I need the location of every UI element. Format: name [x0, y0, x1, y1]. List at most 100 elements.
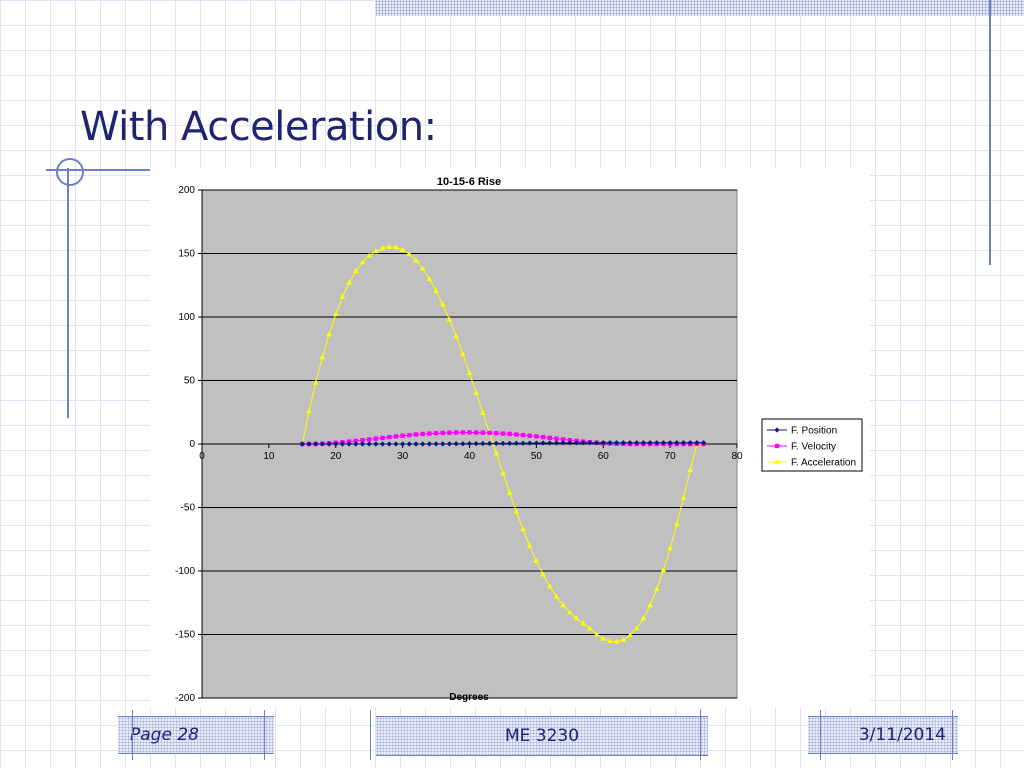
- acceleration-point: [600, 635, 607, 641]
- position-point: [520, 440, 526, 446]
- acceleration-point: [346, 279, 352, 285]
- position-point: [607, 440, 613, 446]
- position-point: [660, 440, 667, 446]
- acceleration-point: [647, 602, 653, 608]
- position-point: [667, 440, 673, 446]
- velocity-point: [460, 430, 466, 435]
- position-point: [687, 440, 693, 446]
- position-point: [306, 441, 312, 447]
- x-axis-label: Degrees: [449, 692, 489, 703]
- acceleration-point: [500, 470, 506, 476]
- velocity-point: [487, 430, 492, 436]
- acceleration-point: [373, 248, 379, 254]
- position-point: [440, 441, 446, 447]
- position-point: [466, 441, 473, 447]
- position-point: [339, 441, 346, 447]
- chart-title: 10-15-6 Rise: [437, 176, 501, 188]
- acceleration-point: [660, 567, 667, 573]
- footer-date: 3/11/2014: [808, 716, 958, 754]
- acceleration-point: [379, 245, 386, 251]
- acceleration-point: [593, 631, 600, 637]
- position-point: [473, 441, 479, 447]
- position-point: [400, 441, 406, 447]
- acceleration-point: [640, 615, 647, 621]
- acceleration-point: [406, 251, 413, 257]
- footer-course: ME 3230: [376, 716, 708, 756]
- acceleration-point: [366, 252, 372, 258]
- velocity-point: [427, 431, 432, 436]
- legend-swatch-marker: [774, 443, 780, 449]
- position-point: [620, 440, 626, 446]
- velocity-point: [453, 430, 459, 435]
- acceleration-point: [453, 333, 459, 339]
- x-tick-label: 80: [731, 451, 743, 462]
- position-point: [353, 441, 359, 447]
- velocity-point: [500, 431, 506, 436]
- velocity-point: [507, 431, 512, 437]
- acceleration-point: [433, 287, 439, 293]
- position-point: [680, 440, 687, 446]
- position-point: [480, 440, 486, 447]
- acceleration-point: [680, 494, 687, 500]
- acceleration-point: [332, 311, 339, 317]
- x-tick-label: 20: [330, 451, 342, 462]
- acceleration-point: [587, 625, 593, 631]
- x-tick-label: 30: [397, 451, 409, 462]
- velocity-point: [440, 430, 445, 436]
- velocity-point: [554, 436, 559, 441]
- position-point: [507, 440, 513, 446]
- position-point: [426, 441, 432, 447]
- velocity-point: [494, 431, 499, 436]
- acceleration-point: [386, 243, 393, 249]
- footer-divider: [132, 710, 133, 760]
- legend-swatch-marker: [774, 459, 780, 464]
- position-point: [700, 440, 707, 446]
- line-chart: 200 150 100 50 0 -50 -100 -150 -200 0 10 20 30 40 50 6…: [175, 176, 863, 704]
- position-point: [553, 440, 560, 446]
- footer-divider: [952, 710, 953, 760]
- slide-title: With Acceleration:: [80, 104, 437, 150]
- position-point: [313, 441, 319, 447]
- legend-item-position: F. Position: [767, 426, 837, 437]
- position-point: [319, 441, 325, 447]
- acceleration-point: [580, 620, 586, 626]
- position-point: [580, 440, 586, 446]
- velocity-point: [473, 430, 479, 435]
- acceleration-point: [687, 467, 693, 473]
- position-point: [346, 441, 352, 447]
- position-point: [299, 441, 305, 447]
- y-tick-label: 150: [178, 249, 195, 260]
- acceleration-point: [540, 571, 546, 577]
- x-tick-label: 50: [531, 451, 543, 462]
- acceleration-point: [393, 244, 399, 250]
- position-point: [500, 440, 506, 446]
- position-point: [573, 440, 580, 446]
- velocity-point: [547, 435, 552, 441]
- position-point: [413, 441, 419, 447]
- page-number: Page 28: [130, 725, 199, 745]
- velocity-point: [360, 437, 365, 443]
- legend-item-velocity: F. Velocity: [767, 442, 836, 453]
- position-point: [453, 441, 459, 447]
- position-point: [333, 441, 339, 447]
- position-point: [493, 440, 499, 446]
- x-tick-label: 60: [598, 451, 610, 462]
- acceleration-point: [506, 489, 513, 495]
- y-tick-label: -50: [181, 503, 196, 514]
- acceleration-point: [399, 246, 406, 252]
- footer-divider: [264, 710, 265, 760]
- position-point: [647, 440, 653, 446]
- x-tick-label: 40: [464, 451, 476, 462]
- position-point: [674, 440, 680, 446]
- position-point: [540, 440, 546, 446]
- legend-label: F. Velocity: [791, 442, 836, 453]
- velocity-point: [407, 432, 412, 438]
- velocity-point: [467, 430, 472, 435]
- position-point: [560, 440, 566, 446]
- course-name: ME 3230: [504, 726, 580, 746]
- position-point: [533, 440, 539, 446]
- velocity-point: [393, 434, 399, 439]
- y-tick-label: 200: [178, 185, 195, 196]
- position-point: [527, 440, 533, 446]
- velocity-point: [540, 434, 546, 440]
